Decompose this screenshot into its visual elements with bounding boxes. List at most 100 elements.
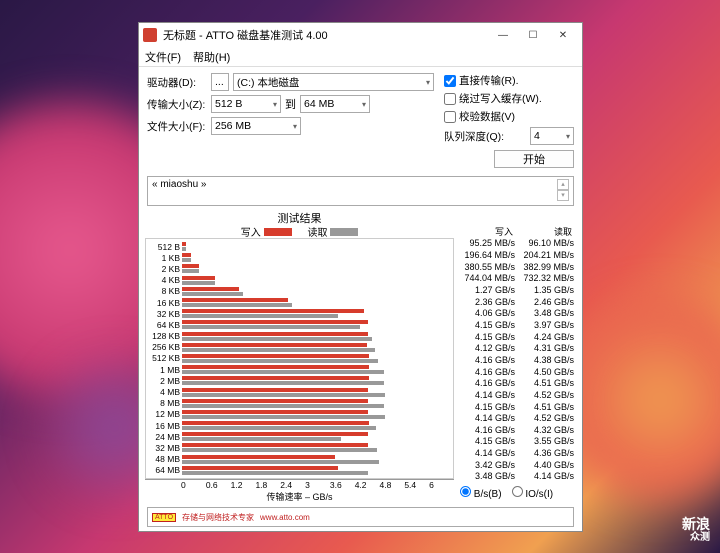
bar-row <box>182 465 451 476</box>
data-row: 4.15 GB/s4.24 GB/s <box>458 332 576 343</box>
read-col-header: 读取 <box>517 225 576 238</box>
ylabel: 48 MB <box>148 454 180 464</box>
data-row: 4.16 GB/s4.32 GB/s <box>458 425 576 436</box>
ylabel: 4 MB <box>148 387 180 397</box>
verify-checkbox[interactable]: 校验数据(V) <box>444 109 574 124</box>
app-icon <box>143 28 157 42</box>
data-row: 196.64 MB/s204.21 MB/s <box>458 250 576 261</box>
ylabel: 1 MB <box>148 365 180 375</box>
bar-row <box>182 342 451 353</box>
menubar: 文件(F) 帮助(H) <box>139 47 582 67</box>
xtick: 1.2 <box>231 480 256 490</box>
bar-row <box>182 297 451 308</box>
ylabel: 32 KB <box>148 309 180 319</box>
xtick: 4.8 <box>380 480 405 490</box>
bar-row <box>182 252 451 263</box>
ylabel: 128 KB <box>148 331 180 341</box>
bar-row <box>182 263 451 274</box>
ylabel: 2 MB <box>148 376 180 386</box>
drive-label: 驱动器(D): <box>147 75 207 90</box>
data-row: 4.16 GB/s4.51 GB/s <box>458 378 576 389</box>
xfer-from-select[interactable]: 512 B▾ <box>211 95 281 113</box>
xfer-label: 传输大小(Z): <box>147 97 207 112</box>
spin-down-icon[interactable]: ▾ <box>557 190 569 201</box>
close-button[interactable]: ✕ <box>548 25 578 45</box>
chart-legend: 写入 读取 <box>145 224 454 238</box>
bar-row <box>182 319 451 330</box>
titlebar: 无标题 - ATTO 磁盘基准测试 4.00 — ☐ ✕ <box>139 23 582 47</box>
xtick: 0 <box>181 480 206 490</box>
bar-row <box>182 409 451 420</box>
xaxis-label: 传输速率 – GB/s <box>145 490 454 503</box>
menu-help[interactable]: 帮助(H) <box>193 49 230 65</box>
ylabel: 4 KB <box>148 275 180 285</box>
window-title: 无标题 - ATTO 磁盘基准测试 4.00 <box>163 27 488 43</box>
maximize-button[interactable]: ☐ <box>518 25 548 45</box>
xtick: 6 <box>429 480 454 490</box>
filesize-label: 文件大小(F): <box>147 119 207 134</box>
ylabel: 12 MB <box>148 409 180 419</box>
ylabel: 8 MB <box>148 398 180 408</box>
drive-select[interactable]: (C:) 本地磁盘▾ <box>233 73 434 91</box>
bar-row <box>182 442 451 453</box>
xtick: 3 <box>305 480 330 490</box>
watermark: 新浪 众测 <box>682 517 710 543</box>
data-row: 4.14 GB/s4.52 GB/s <box>458 413 576 424</box>
ylabel: 256 KB <box>148 342 180 352</box>
ylabel: 512 KB <box>148 353 180 363</box>
xtick: 4.2 <box>355 480 380 490</box>
bar-row <box>182 353 451 364</box>
data-row: 4.15 GB/s3.97 GB/s <box>458 320 576 331</box>
ylabel: 64 MB <box>148 465 180 475</box>
spin-up-icon[interactable]: ▴ <box>557 179 569 190</box>
bar-row <box>182 398 451 409</box>
ylabel: 16 KB <box>148 298 180 308</box>
start-button[interactable]: 开始 <box>494 150 574 168</box>
atto-logo: ATTO <box>152 513 176 522</box>
bar-row <box>182 286 451 297</box>
bar-row <box>182 454 451 465</box>
footer: ATTO 存储与网络技术专家 www.atto.com <box>147 507 574 527</box>
bar-row <box>182 375 451 386</box>
description-box[interactable]: « miaoshu » ▴▾ <box>147 176 574 206</box>
bs-radio[interactable]: B/s(B) <box>460 486 502 500</box>
filesize-select[interactable]: 256 MB▾ <box>211 117 301 135</box>
data-row: 744.04 MB/s732.32 MB/s <box>458 273 576 284</box>
data-row: 380.55 MB/s382.99 MB/s <box>458 262 576 273</box>
data-row: 95.25 MB/s96.10 MB/s <box>458 238 576 249</box>
ylabel: 1 KB <box>148 253 180 263</box>
queue-label: 队列深度(Q): <box>444 129 504 144</box>
data-row: 4.14 GB/s4.52 GB/s <box>458 390 576 401</box>
bypass-checkbox[interactable]: 绕过写入缓存(W). <box>444 91 574 106</box>
xtick: 5.4 <box>404 480 429 490</box>
xtick: 1.8 <box>255 480 280 490</box>
direct-checkbox[interactable]: 直接传输(R). <box>444 73 574 88</box>
data-row: 4.12 GB/s4.31 GB/s <box>458 343 576 354</box>
xtick: 2.4 <box>280 480 305 490</box>
ylabel: 8 KB <box>148 286 180 296</box>
app-window: 无标题 - ATTO 磁盘基准测试 4.00 — ☐ ✕ 文件(F) 帮助(H)… <box>138 22 583 532</box>
menu-file[interactable]: 文件(F) <box>145 49 181 65</box>
write-col-header: 写入 <box>458 225 517 238</box>
bar-row <box>182 387 451 398</box>
data-row: 4.06 GB/s3.48 GB/s <box>458 308 576 319</box>
ylabel: 64 KB <box>148 320 180 330</box>
xfer-to-label: 到 <box>285 96 296 112</box>
bar-row <box>182 331 451 342</box>
ios-radio[interactable]: IO/s(I) <box>512 486 554 500</box>
drive-browse-button[interactable]: ... <box>211 73 229 91</box>
data-row: 4.14 GB/s4.36 GB/s <box>458 448 576 459</box>
data-row: 1.27 GB/s1.35 GB/s <box>458 285 576 296</box>
ylabel: 24 MB <box>148 432 180 442</box>
xfer-to-select[interactable]: 64 MB▾ <box>300 95 370 113</box>
results-title: 测试结果 <box>145 210 454 224</box>
data-row: 4.16 GB/s4.50 GB/s <box>458 367 576 378</box>
minimize-button[interactable]: — <box>488 25 518 45</box>
data-row: 3.42 GB/s4.40 GB/s <box>458 460 576 471</box>
queue-select[interactable]: 4▾ <box>530 127 574 145</box>
ylabel: 16 MB <box>148 421 180 431</box>
bar-chart: 512 B1 KB2 KB4 KB8 KB16 KB32 KB64 KB128 … <box>145 238 454 479</box>
data-row: 4.15 GB/s4.51 GB/s <box>458 402 576 413</box>
bar-row <box>182 308 451 319</box>
data-row: 2.36 GB/s2.46 GB/s <box>458 297 576 308</box>
